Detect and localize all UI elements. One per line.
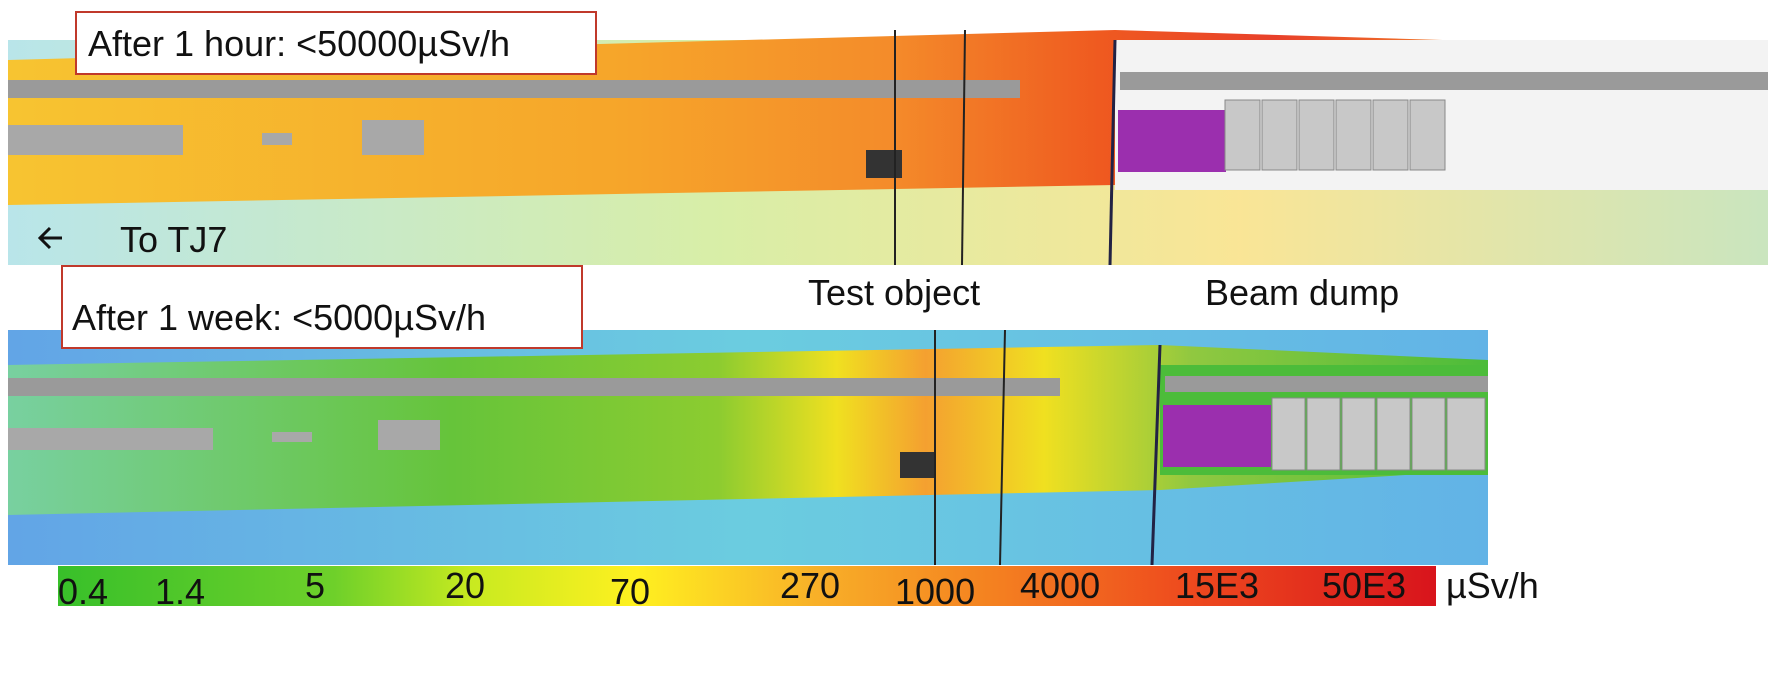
- beam-pipe: [8, 80, 1020, 98]
- figure: After 1 hour: <50000µSv/h To TJ7 Test ob…: [0, 0, 1776, 688]
- colorbar-label: 5: [305, 565, 325, 606]
- test-object: [900, 452, 936, 478]
- colorbar-label: 1000: [895, 571, 975, 612]
- component: [272, 432, 312, 442]
- dump-block: [1163, 405, 1271, 467]
- colorbar-label: 50E3: [1322, 565, 1406, 606]
- panel-label: After 1 hour: <50000µSv/h: [88, 23, 510, 64]
- component: [8, 428, 213, 450]
- beam-pipe: [1165, 376, 1488, 392]
- annotation: Test object: [808, 272, 980, 313]
- component: [362, 120, 424, 155]
- colorbar-label: 1.4: [155, 571, 205, 612]
- colorbar-label: 4000: [1020, 565, 1100, 606]
- beam-pipe: [1120, 72, 1768, 90]
- top-panel: After 1 hour: <50000µSv/h To TJ7: [8, 12, 1768, 265]
- colorbar-label: 0.4: [58, 571, 108, 612]
- annotation: Beam dump: [1205, 272, 1399, 313]
- dump-segments: [1272, 398, 1485, 470]
- test-object: [866, 150, 902, 178]
- dump-block: [1118, 110, 1226, 172]
- direction-label: To TJ7: [120, 219, 227, 260]
- colorbar-label: 270: [780, 565, 840, 606]
- beam-pipe: [8, 378, 1060, 396]
- panel-label: After 1 week: <5000µSv/h: [72, 297, 486, 338]
- colorbar-label: 20: [445, 565, 485, 606]
- colorbar-unit: µSv/h: [1446, 565, 1539, 606]
- colorbar-label: 70: [610, 571, 650, 612]
- component: [262, 133, 292, 145]
- component: [8, 125, 183, 155]
- component: [378, 420, 440, 450]
- colorbar-label: 15E3: [1175, 565, 1259, 606]
